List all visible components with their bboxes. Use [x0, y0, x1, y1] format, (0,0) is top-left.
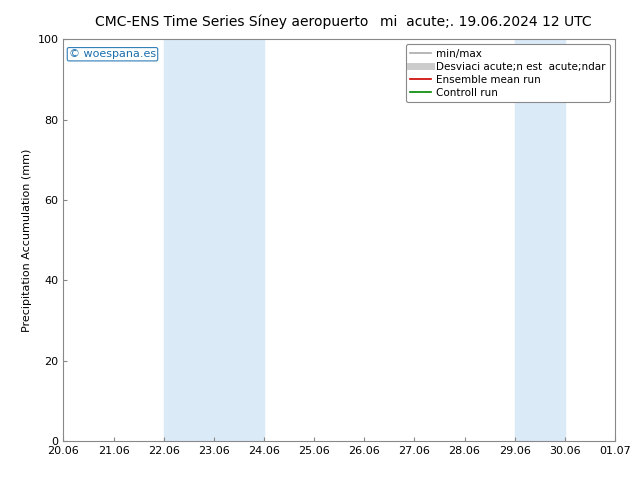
- Text: mi  acute;. 19.06.2024 12 UTC: mi acute;. 19.06.2024 12 UTC: [380, 15, 592, 29]
- Y-axis label: Precipitation Accumulation (mm): Precipitation Accumulation (mm): [22, 148, 32, 332]
- Bar: [515, 39, 565, 441]
- Legend: min/max, Desviaci acute;n est  acute;ndar, Ensemble mean run, Controll run: min/max, Desviaci acute;n est acute;ndar…: [406, 45, 610, 102]
- Text: © woespana.es: © woespana.es: [69, 49, 156, 59]
- Bar: [164, 39, 264, 441]
- Text: CMC-ENS Time Series Síney aeropuerto: CMC-ENS Time Series Síney aeropuerto: [95, 15, 368, 29]
